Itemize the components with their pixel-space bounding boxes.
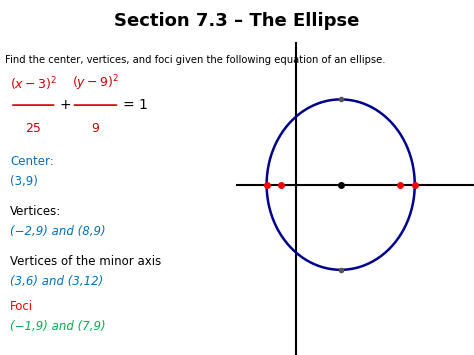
Text: Section 7.3 – The Ellipse: Section 7.3 – The Ellipse: [114, 12, 360, 30]
Text: Vertices of the minor axis: Vertices of the minor axis: [10, 255, 161, 268]
Text: Vertices:: Vertices:: [10, 205, 61, 218]
Text: (−1,9) and (7,9): (−1,9) and (7,9): [10, 320, 106, 333]
Text: (3,6) and (3,12): (3,6) and (3,12): [10, 275, 103, 288]
Text: Center:: Center:: [10, 155, 54, 168]
Text: (−2,9) and (8,9): (−2,9) and (8,9): [10, 225, 106, 238]
Text: Find the center, vertices, and foci given the following equation of an ellipse.: Find the center, vertices, and foci give…: [5, 55, 385, 65]
Text: (3,9): (3,9): [10, 175, 38, 188]
Text: 25: 25: [25, 122, 41, 135]
Text: Foci: Foci: [10, 300, 33, 313]
Text: 9: 9: [91, 122, 100, 135]
Text: +: +: [59, 98, 71, 112]
Text: $(y-9)^2$: $(y-9)^2$: [72, 73, 119, 93]
Text: $(x-3)^2$: $(x-3)^2$: [10, 75, 57, 93]
Text: = 1: = 1: [123, 98, 148, 112]
